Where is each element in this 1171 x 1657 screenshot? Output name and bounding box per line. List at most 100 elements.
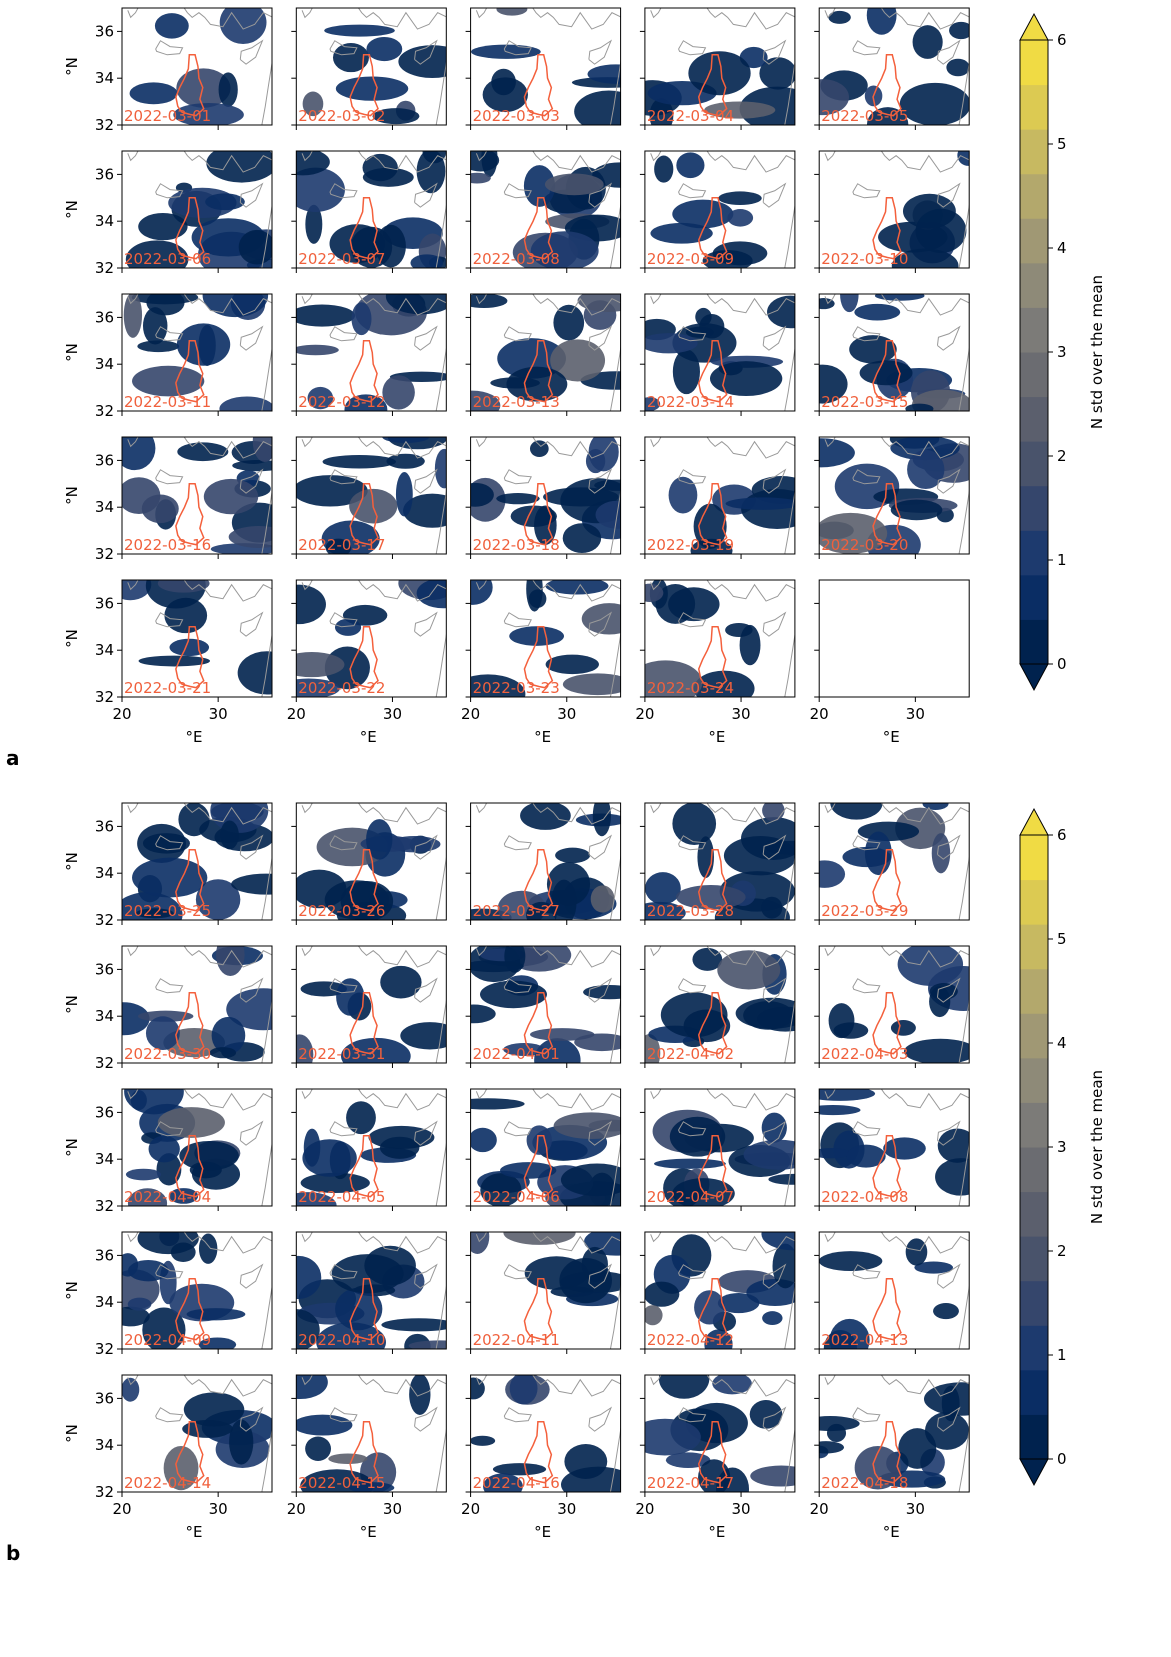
cloud-patch <box>109 569 151 600</box>
map-panel: 2022-03-05 <box>797 0 973 141</box>
date-label: 2022-03-27 <box>473 902 560 920</box>
x-tick-label: 30 <box>906 1500 925 1518</box>
date-label: 2022-04-14 <box>124 1474 211 1492</box>
map-panel: 2022-03-01323436°N <box>63 1 273 134</box>
map-panel: 2022-04-09323436°N <box>63 1223 273 1358</box>
coastline <box>679 41 706 55</box>
coastline <box>679 184 706 198</box>
cloud-patch <box>336 76 408 100</box>
coastline <box>825 1373 837 1385</box>
cloud-patch <box>563 673 632 695</box>
y-axis-label: °N <box>63 200 81 219</box>
cloud-patch <box>205 193 245 210</box>
cloud-patch <box>210 788 268 833</box>
coastline <box>128 6 140 18</box>
colorbar-tick-label: 2 <box>1057 447 1067 465</box>
colorbar-band <box>1020 1102 1048 1147</box>
map-panel: 2022-03-222030°E <box>272 566 470 746</box>
cloud-patch <box>712 1373 752 1395</box>
y-tick-label: 34 <box>95 1436 114 1454</box>
cloud-patch <box>323 455 396 469</box>
date-label: 2022-03-02 <box>298 107 385 125</box>
cloud-patch <box>849 335 897 364</box>
y-tick-label: 34 <box>95 1150 114 1168</box>
coastline <box>261 57 273 127</box>
colorbar-band <box>1020 85 1048 130</box>
cloud-patch <box>761 1218 825 1250</box>
coastline <box>357 801 447 824</box>
coastline <box>679 979 706 993</box>
map-panel: 2022-04-11 <box>466 1220 648 1354</box>
y-axis-label: °N <box>63 1281 81 1300</box>
cloud-patch <box>583 985 636 999</box>
x-tick-label: 20 <box>112 1500 131 1518</box>
y-tick-label: 32 <box>95 402 114 420</box>
coastline <box>853 979 880 993</box>
cloud-patch <box>891 1020 916 1036</box>
map-panel: 2022-03-29 <box>804 786 970 925</box>
cloud-patch <box>923 797 949 810</box>
cloud-patch <box>810 1148 851 1158</box>
cloud-patch <box>293 1415 353 1436</box>
cloud-patch <box>366 37 402 61</box>
cloud-patch <box>503 1221 575 1245</box>
y-axis-label: °N <box>63 343 81 362</box>
coastline <box>651 1230 663 1242</box>
cloud-patch <box>593 795 611 836</box>
map-panel: 2022-04-04323436°N <box>63 1069 273 1218</box>
coastline <box>436 1424 448 1494</box>
x-tick-label: 20 <box>287 1500 306 1518</box>
cloud-patch <box>669 477 698 514</box>
coastline <box>330 327 357 341</box>
cloud-patch <box>132 858 207 898</box>
date-label: 2022-03-11 <box>124 393 211 411</box>
date-label: 2022-03-23 <box>473 679 560 697</box>
coastline <box>651 1087 663 1099</box>
cloud-patch <box>654 1159 726 1169</box>
date-label: 2022-03-25 <box>124 902 211 920</box>
cloud-patch <box>398 45 466 78</box>
cloud-patch <box>643 1305 663 1325</box>
map-panel: 2022-03-18 <box>457 433 643 559</box>
cloud-patch <box>253 421 277 462</box>
colorbar-label: N std over the mean <box>1088 275 1106 429</box>
cloud-patch <box>206 144 277 183</box>
date-label: 2022-03-14 <box>647 393 734 411</box>
cloud-patch <box>520 801 571 830</box>
map-panel: 2022-04-05 <box>279 1087 447 1219</box>
x-tick-label: 20 <box>635 1500 654 1518</box>
map-panel: 2022-04-13 <box>814 1230 970 1367</box>
colorbar-band <box>1020 1325 1048 1370</box>
y-tick-label: 32 <box>95 116 114 134</box>
x-tick-label: 30 <box>557 1500 576 1518</box>
cloud-patch <box>346 1101 376 1134</box>
coastline <box>705 435 795 458</box>
y-axis-label: °N <box>63 1424 81 1443</box>
cloud-patch <box>898 1428 936 1469</box>
cloud-patch <box>335 619 361 636</box>
coastline <box>880 149 970 172</box>
y-tick-label: 36 <box>95 451 114 469</box>
cloud-patch <box>806 1105 861 1115</box>
cloud-patch <box>381 1318 456 1331</box>
coastline <box>240 327 262 350</box>
coastline <box>156 979 183 993</box>
cloud-patch <box>229 1419 253 1464</box>
x-tick-label: 30 <box>383 1500 402 1518</box>
cloud-patch <box>883 1137 926 1159</box>
date-label: 2022-03-06 <box>124 250 211 268</box>
coastline <box>853 1122 880 1136</box>
map-panel: 2022-03-19 <box>640 435 813 563</box>
date-label: 2022-04-03 <box>821 1045 908 1063</box>
cloud-patch <box>828 11 850 24</box>
map-panel: 2022-04-182030°E <box>801 1373 998 1541</box>
coastline <box>128 149 140 161</box>
map-panel: 2022-03-11323436°N <box>63 274 274 421</box>
coastline <box>763 327 785 350</box>
coastline <box>959 1281 971 1351</box>
date-label: 2022-04-16 <box>473 1474 560 1492</box>
map-panel: 2022-03-08 <box>462 137 647 273</box>
date-label: 2022-03-26 <box>298 902 385 920</box>
cloud-patch <box>137 824 186 863</box>
coastline <box>610 852 622 922</box>
